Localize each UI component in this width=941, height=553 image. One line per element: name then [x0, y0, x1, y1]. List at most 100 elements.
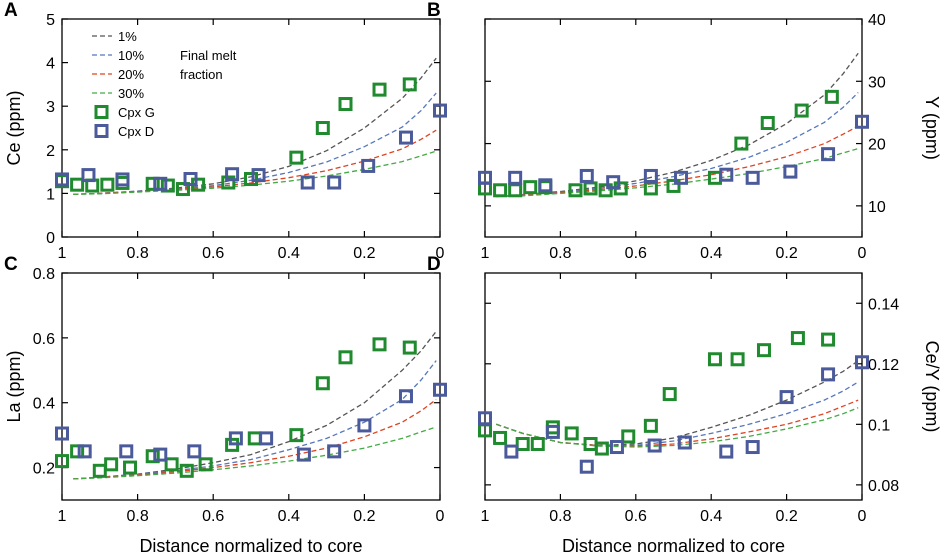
panel-b-xtick-label: 0.8: [549, 245, 571, 262]
panel-b-point-cpx-g: [734, 136, 749, 151]
panel-d-point-cpx-d: [609, 440, 624, 455]
panel-c-point-cpx-g: [104, 457, 119, 472]
panel-a-point-cpx-d: [81, 168, 96, 183]
panel-d-letter: D: [427, 254, 441, 275]
panel-c-point-cpx-g: [164, 457, 179, 472]
panel-b-point-cpx-g: [794, 103, 809, 118]
panel-d-point-cpx-d: [855, 355, 869, 370]
panel-a-point-cpx-d: [251, 168, 266, 183]
panel-b-point-cpx-g: [493, 183, 508, 198]
panel-a-point-cpx-g: [315, 121, 330, 135]
panel-d-point-cpx-d: [478, 411, 492, 426]
panel-b-point-cpx-d: [783, 164, 798, 179]
panel-d-ytick-label: 0.14: [868, 296, 899, 313]
panel-d-point-cpx-d: [677, 435, 692, 450]
panel-c-curve-30pct: [73, 426, 437, 480]
panel-c-point-cpx-g: [315, 376, 330, 391]
panel-a-xtick-label: 0.4: [278, 245, 300, 262]
panel-b-xtick-label: 0.6: [625, 245, 647, 262]
panel-b-point-cpx-d: [855, 114, 869, 129]
panel-c-point-cpx-g: [338, 350, 353, 365]
panel-b-ylabel: Y (ppm): [922, 96, 941, 160]
panel-c-point-cpx-d: [77, 444, 92, 459]
panel-b-ytick-label: 30: [868, 74, 886, 91]
panel-c-point-cpx-g: [179, 463, 194, 478]
panel-b-point-cpx-g: [824, 89, 839, 104]
panel-c-point-cpx-d: [153, 447, 168, 462]
panel-d-xtick-label: 0.6: [625, 508, 647, 525]
panel-c-point-cpx-d: [228, 431, 243, 446]
panel-b-point-cpx-d: [508, 170, 523, 185]
panel-d-point-cpx-d: [719, 444, 734, 459]
panel-d-point-cpx-g: [564, 426, 579, 441]
panel-c-point-cpx-g: [145, 449, 160, 464]
panel-c-xtick-label: 0: [436, 508, 445, 525]
panel-b-ytick-label: 10: [868, 199, 886, 216]
panel-c-point-cpx-g: [247, 431, 262, 446]
panel-b-point-cpx-g: [760, 116, 775, 131]
panel-d-curve-30pct: [496, 407, 859, 448]
panel-d-point-cpx-g: [662, 387, 677, 402]
panel-d-xtick-label: 1: [481, 508, 490, 525]
legend-note-line-2: fraction: [180, 67, 223, 82]
panel-b-xtick-label: 0: [858, 245, 867, 262]
panel-c-point-cpx-g: [70, 444, 85, 459]
panel-d-point-cpx-d: [647, 438, 662, 453]
panel-b-curve-30pct: [496, 147, 859, 198]
panel-b-point-cpx-d: [538, 178, 553, 193]
panel-d-ytick-label: 0.12: [868, 357, 899, 374]
panel-c-point-cpx-d: [327, 444, 342, 459]
panel-d-point-cpx-d: [545, 424, 560, 439]
panel-c-point-cpx-g: [372, 337, 387, 352]
panel-a-ytick-label: 4: [46, 56, 55, 73]
panel-a-point-cpx-d: [153, 176, 168, 191]
panel-c-point-cpx-g: [123, 460, 138, 475]
panel-a-xtick-label: 0.6: [202, 245, 224, 262]
panel-d-xtick-label: 0.8: [549, 508, 571, 525]
panel-c-frame: [61, 272, 441, 501]
panel-c-xtick-label: 0.4: [278, 508, 300, 525]
panel-d-point-cpx-g: [643, 418, 658, 433]
panel-d-point-cpx-g: [730, 352, 745, 367]
panel-a-ylabel: Ce (ppm): [4, 90, 24, 165]
panel-b-curve-1pct: [496, 52, 859, 198]
legend-marker-label: Cpx D: [118, 124, 154, 139]
panel-a-point-cpx-g: [175, 182, 190, 197]
panel-b-point-cpx-g: [643, 181, 658, 196]
panel-a-point-cpx-g: [70, 177, 85, 192]
panel-a-point-cpx-g: [115, 175, 130, 190]
panel-a-point-cpx-d: [327, 175, 342, 190]
panel-a-point-cpx-g: [160, 178, 175, 193]
panel-a-ytick-label: 3: [46, 99, 55, 116]
panel-a-point-cpx-g: [100, 177, 115, 192]
panel-c-curve-10pct: [73, 360, 437, 480]
panel-a-xtick-label: 0: [436, 245, 445, 262]
panel-a-point-cpx-d: [55, 172, 69, 187]
panel-c-point-cpx-d: [187, 444, 202, 459]
legend-line-label: 1%: [118, 29, 137, 44]
panel-b-frame: [484, 18, 863, 238]
panel-c-point-cpx-g: [55, 454, 69, 469]
panel-b-point-cpx-g: [568, 183, 583, 198]
panel-b-ytick-label: 20: [868, 137, 886, 154]
panel-a-point-cpx-g: [338, 97, 353, 112]
panel-d-ytick-label: 0.08: [868, 478, 899, 495]
panel-d-xtick-label: 0: [858, 508, 867, 525]
panel-b-point-cpx-d: [478, 170, 492, 185]
panel-c-point-cpx-d: [55, 426, 69, 441]
panel-b-point-cpx-d: [674, 170, 689, 185]
panel-a-frame: [61, 18, 441, 238]
panel-d-frame: [484, 272, 863, 501]
panel-d-point-cpx-g: [493, 430, 508, 445]
panel-b-point-cpx-g: [508, 183, 523, 198]
panel-c-point-cpx-d: [296, 447, 311, 462]
panel-b-xtick-label: 1: [481, 245, 490, 262]
panel-a-ytick-label: 5: [46, 12, 55, 29]
panel-d-point-cpx-g: [821, 332, 836, 347]
panel-c-point-cpx-g: [198, 457, 213, 472]
legend-note-line-1: Final melt: [180, 48, 237, 63]
panel-d-point-cpx-g: [790, 331, 805, 346]
panel-c-ylabel: La (ppm): [4, 350, 24, 422]
panel-c-point-cpx-g: [289, 428, 304, 443]
